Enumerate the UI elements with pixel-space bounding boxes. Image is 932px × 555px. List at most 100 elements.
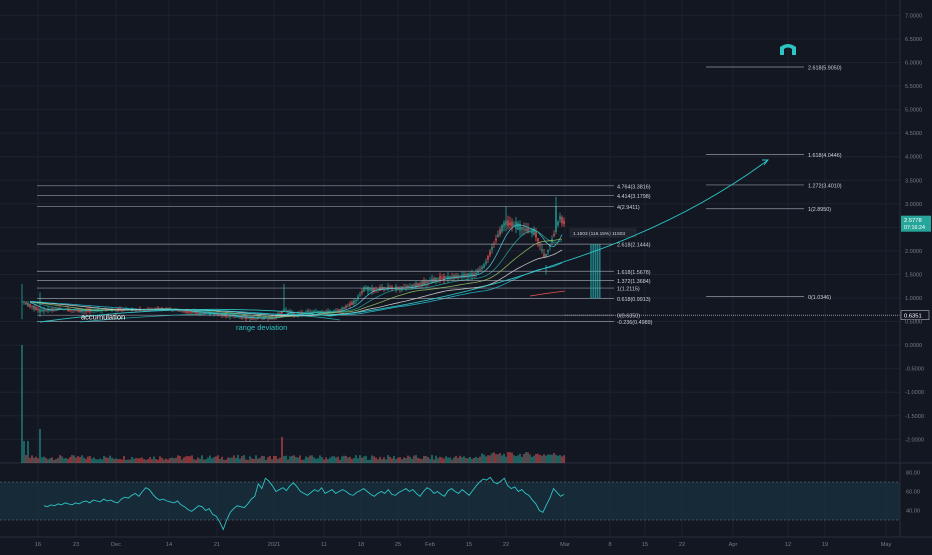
volume-bar bbox=[319, 455, 321, 463]
volume-bar bbox=[379, 456, 381, 463]
volume-bar bbox=[469, 456, 471, 463]
volume-bar bbox=[523, 453, 525, 463]
candle-body bbox=[255, 318, 257, 320]
candle-body bbox=[415, 283, 417, 288]
candle-body bbox=[533, 228, 535, 236]
volume-bar bbox=[537, 453, 539, 463]
volume-bar bbox=[299, 455, 301, 463]
price-tick-label: -2.0000 bbox=[905, 437, 924, 443]
fib-retracement[interactable]: 4.764(3.3816) 4.414(3.1798) 4(2.9411) 2.618… bbox=[37, 184, 653, 326]
candle-body bbox=[347, 305, 349, 307]
volume-bar bbox=[135, 458, 137, 463]
volume-bar bbox=[177, 455, 179, 463]
volume-bar bbox=[333, 456, 335, 463]
time-tick-label: 25 bbox=[395, 542, 401, 548]
volume-bar bbox=[271, 459, 273, 463]
volume-bar bbox=[167, 459, 169, 463]
volume-bar bbox=[519, 453, 521, 463]
volume-bar bbox=[413, 455, 415, 463]
candle-body bbox=[497, 234, 499, 237]
candle-body bbox=[363, 287, 365, 292]
candle-body bbox=[557, 221, 559, 226]
candle-body bbox=[455, 275, 457, 278]
volume-bar bbox=[23, 441, 25, 463]
volume-bar bbox=[373, 456, 375, 463]
volume-bar bbox=[497, 454, 499, 463]
volume-bar bbox=[521, 456, 523, 463]
volume-bar bbox=[225, 459, 227, 463]
volume-bar bbox=[417, 457, 419, 463]
rsi-pane: 80.00 60.00 40.00 bbox=[0, 471, 920, 531]
volume-bar bbox=[443, 458, 445, 463]
volume-bar bbox=[359, 455, 361, 463]
volume-bar bbox=[487, 455, 489, 463]
candle-body bbox=[235, 316, 237, 318]
volume-bar bbox=[527, 452, 529, 463]
fib-level-label: 1.618(1.5678) bbox=[617, 270, 651, 276]
volume-bar bbox=[139, 458, 141, 463]
time-axis[interactable]: 16 23 Dec 14 21 2021 11 18 25 Feb 15 22 Mar 8 15 22 Apr 1… bbox=[0, 536, 932, 548]
volume-bar bbox=[209, 455, 211, 463]
candle-body bbox=[463, 273, 465, 278]
volume-bar bbox=[325, 457, 327, 463]
volume-bar bbox=[231, 457, 233, 463]
candle-body bbox=[531, 229, 533, 234]
volume-bar bbox=[89, 456, 91, 463]
price-tick-label: -1.0000 bbox=[905, 390, 924, 396]
volume-bar bbox=[45, 457, 47, 463]
candle-body bbox=[285, 309, 287, 311]
volume-bar bbox=[407, 455, 409, 463]
volume-bar bbox=[393, 456, 395, 463]
fib-extension[interactable]: 2.618(5.9050) 1.618(4.0446) 1.272(3.4010) 1… bbox=[706, 65, 842, 301]
candle-body bbox=[369, 288, 371, 291]
candle-body bbox=[183, 310, 185, 312]
volume-bar bbox=[213, 457, 215, 463]
volume-bar bbox=[65, 457, 67, 463]
candle-body bbox=[283, 308, 285, 312]
candle-body bbox=[199, 311, 201, 315]
volume-bar bbox=[277, 459, 279, 463]
candle-body bbox=[485, 261, 487, 264]
volume-bar bbox=[85, 458, 87, 463]
volume-bar bbox=[293, 455, 295, 463]
volume-bar bbox=[223, 459, 225, 463]
volume-bar bbox=[25, 455, 27, 463]
candle-body bbox=[23, 301, 25, 303]
volume-bar bbox=[57, 457, 59, 463]
volume-bar bbox=[99, 458, 101, 463]
volume-bar bbox=[531, 456, 533, 463]
volume-bar bbox=[291, 455, 293, 463]
fib-level-label: 2.618(2.1444) bbox=[617, 243, 651, 249]
volume-bar bbox=[543, 454, 545, 463]
volume-bar bbox=[503, 453, 505, 463]
volume-bar bbox=[63, 458, 65, 463]
price-tick-label: 2.0000 bbox=[905, 249, 922, 255]
candle-body bbox=[185, 309, 187, 313]
candle-body bbox=[453, 275, 455, 279]
candle-body bbox=[279, 313, 281, 315]
candle-body bbox=[399, 287, 401, 290]
candle-body bbox=[189, 311, 191, 313]
candle-body bbox=[535, 231, 537, 238]
volume-bar bbox=[509, 452, 511, 463]
time-tick-label: 12 bbox=[785, 542, 791, 548]
volume-bar bbox=[173, 458, 175, 463]
candle-body bbox=[305, 311, 307, 314]
candle-body bbox=[219, 314, 221, 316]
price-axis[interactable]: 0.6351 7.0000 6.5000 6.0000 5.5000 5.0000 4.50… bbox=[899, 0, 931, 537]
current-price-badge[interactable] bbox=[901, 215, 931, 232]
projection-arrow[interactable] bbox=[39, 159, 769, 323]
candle-body bbox=[225, 314, 227, 317]
volume-bar bbox=[467, 458, 469, 463]
candle-body bbox=[231, 316, 233, 318]
candle-body bbox=[337, 309, 339, 312]
candle-body bbox=[537, 238, 539, 242]
volume-bar bbox=[43, 456, 45, 463]
volume-bar bbox=[53, 459, 55, 463]
time-tick-label: 22 bbox=[679, 542, 685, 548]
volume-bar bbox=[347, 457, 349, 463]
time-tick-label: 15 bbox=[466, 542, 472, 548]
volume-bar bbox=[257, 458, 259, 463]
price-tick-label: 3.0000 bbox=[905, 202, 922, 208]
